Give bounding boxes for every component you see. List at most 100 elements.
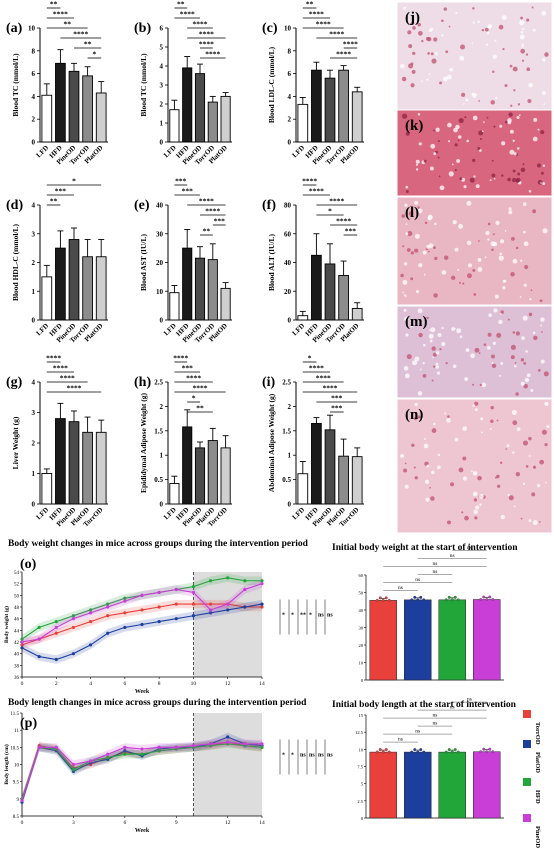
sig-label: **** <box>186 374 201 383</box>
series-point <box>243 605 247 609</box>
y-axis-label: Body length (cm) <box>3 744 10 785</box>
bar <box>297 473 309 505</box>
data-point <box>491 598 495 601</box>
tissue-cell <box>462 282 465 285</box>
series-point <box>88 643 93 647</box>
tissue-cell <box>514 364 517 368</box>
category-label: LFD <box>162 144 178 160</box>
tissue-cell <box>437 156 440 159</box>
tissue-cell <box>540 324 543 327</box>
tissue-cell <box>446 418 451 423</box>
tissue-cell <box>436 371 441 375</box>
tissue-cell <box>473 498 478 502</box>
series-point <box>208 602 213 606</box>
bar <box>207 440 218 505</box>
tissue-cell <box>430 143 436 149</box>
tissue-cell <box>464 515 469 521</box>
series-point <box>157 749 161 753</box>
tissue-cell <box>478 352 481 354</box>
tissue-cell <box>425 36 430 41</box>
data-point <box>375 750 379 754</box>
tissue-cell <box>459 335 463 339</box>
y-tick-label: 8 <box>32 47 36 55</box>
tissue-cell <box>520 167 526 173</box>
sig-label: * <box>93 50 97 59</box>
tissue-cell <box>433 422 436 426</box>
y-tick-label: 80 <box>284 202 292 210</box>
y-tick-label: 2 <box>160 101 164 109</box>
tissue-cell <box>532 209 537 214</box>
tissue-cell <box>405 333 409 337</box>
tissue-cell <box>472 471 478 476</box>
tissue-cell <box>520 517 523 520</box>
sig-label: **** <box>205 207 220 216</box>
legend-swatch <box>523 710 531 718</box>
bar <box>220 95 231 143</box>
y-tick-label: 11.5 <box>10 712 19 717</box>
bar <box>207 259 218 321</box>
bar <box>41 276 53 321</box>
sig-label: **** <box>199 40 214 49</box>
x-tick-label: 8 <box>158 681 161 687</box>
tissue-cell <box>462 476 468 481</box>
histology-image <box>396 1 553 111</box>
tissue-cell <box>489 179 492 182</box>
tissue-cell <box>541 10 547 16</box>
line-panel-p: Body length changes in mice across group… <box>3 698 333 834</box>
sig-label: ** <box>203 227 211 236</box>
tissue-cell <box>474 516 478 520</box>
tissue-cell <box>410 251 414 255</box>
tissue-cell <box>454 143 458 147</box>
tissue-cell <box>411 21 415 25</box>
y-tick-label: 0 <box>160 139 164 147</box>
y-tick-label: 10.5 <box>10 746 19 751</box>
sig-label: ns <box>450 705 455 711</box>
tissue-cell <box>486 346 491 350</box>
data-point <box>378 748 382 752</box>
x-tick-label: 14 <box>259 820 265 826</box>
tissue-cell <box>465 98 469 102</box>
y-tick-label: 11 <box>14 729 19 734</box>
tissue-cell <box>466 139 470 143</box>
tissue-cell <box>410 277 414 281</box>
tissue-cell <box>432 352 437 357</box>
tissue-cell <box>454 437 459 442</box>
y-tick-label: 12.5 <box>355 730 364 735</box>
tissue-cell <box>480 417 484 421</box>
tissue-cell <box>491 362 494 364</box>
y-tick-label: 48 <box>14 606 20 611</box>
tissue-cell <box>508 112 513 117</box>
category-label: LFD <box>35 144 51 160</box>
tissue-cell <box>439 185 445 191</box>
tissue-cell <box>429 166 434 171</box>
tissue-cell <box>415 168 419 171</box>
bar <box>311 69 322 143</box>
tissue-cell <box>523 362 527 365</box>
tissue-cell <box>537 484 541 488</box>
legend-swatch <box>523 778 531 786</box>
histology-label: (n) <box>405 407 423 423</box>
tissue-cell <box>433 37 438 42</box>
bar <box>82 256 93 321</box>
tissue-cell <box>487 332 492 337</box>
tissue-cell <box>471 42 474 45</box>
tissue-cell <box>458 117 464 124</box>
histology-panel: (m) <box>396 305 553 399</box>
series-point <box>208 742 213 746</box>
tissue-cell <box>478 240 480 242</box>
sig-mark: ** <box>300 613 306 619</box>
tissue-cell <box>462 426 468 431</box>
tissue-cell <box>437 333 442 338</box>
x-axis-label: Week <box>135 828 150 834</box>
data-point <box>416 750 420 754</box>
tissue-cell <box>494 39 497 42</box>
data-point <box>378 596 382 600</box>
tissue-cell <box>405 232 409 236</box>
tissue-cell <box>403 468 408 473</box>
y-tick-label: 0 <box>361 816 364 821</box>
tissue-cell <box>400 453 405 458</box>
tissue-cell <box>474 347 480 353</box>
tissue-cell <box>524 377 530 383</box>
sig-label: ns <box>467 697 472 703</box>
